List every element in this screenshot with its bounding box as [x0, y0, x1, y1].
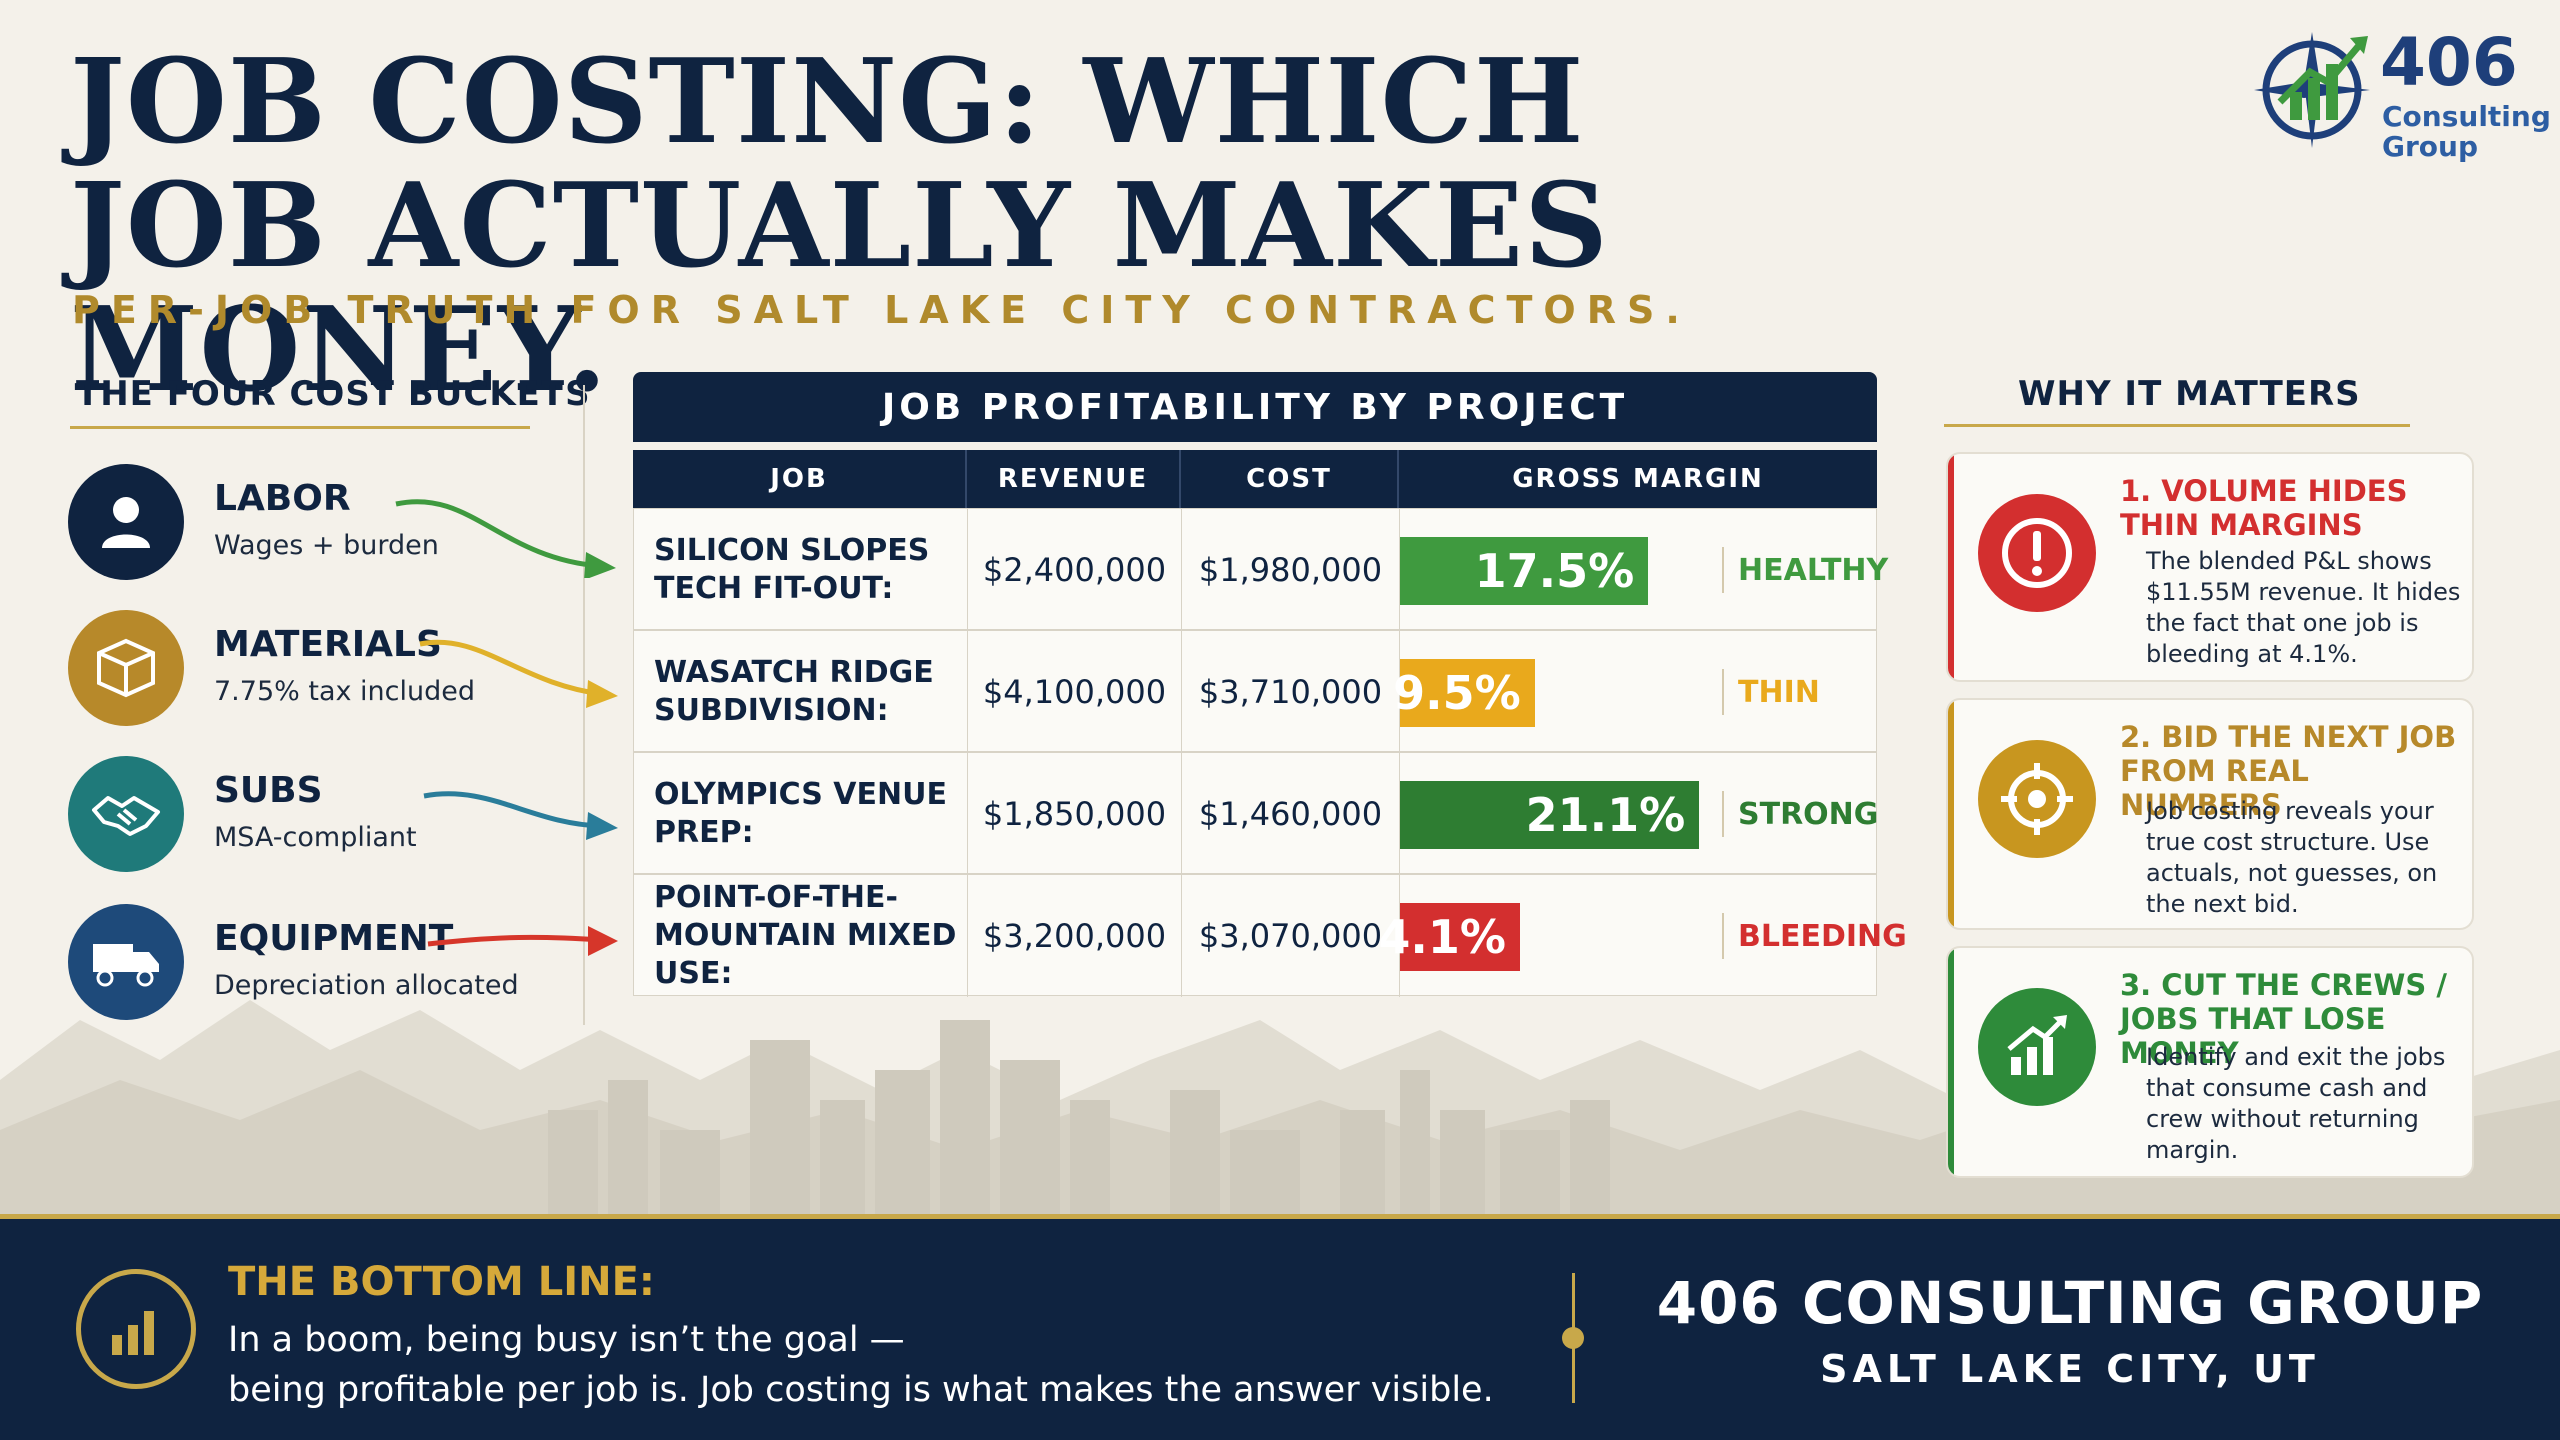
alert-icon — [1978, 494, 2096, 612]
status-label: BLEEDING — [1738, 918, 1907, 954]
bottom-line-text-2: being profitable per job is. Job costing… — [228, 1370, 1494, 1410]
bottom-line-text-1: In a boom, being busy isn’t the goal — — [228, 1320, 905, 1360]
arrow-labor-icon — [395, 499, 616, 578]
job-name: WASATCH RIDGE SUBDIVISION: — [634, 631, 968, 753]
margin-bar: 21.1% — [1400, 781, 1700, 849]
table-row: POINT-OF-THE-MOUNTAIN MIXED USE: $3,200,… — [633, 874, 1907, 997]
table-row: SILICON SLOPES TECH FIT-OUT: $2,400,000 … — [633, 508, 1889, 631]
target-icon — [1978, 740, 2096, 858]
why-body: Identify and exit the jobs that consume … — [2146, 1043, 2446, 1164]
revenue-value: $4,100,000 — [968, 631, 1182, 753]
why-body: Job costing reveals your true cost struc… — [2146, 797, 2438, 918]
revenue-value: $3,200,000 — [968, 875, 1182, 997]
job-name: POINT-OF-THE-MOUNTAIN MIXED USE: — [634, 875, 968, 997]
truck-icon — [68, 904, 184, 1020]
why-card-bid: 2. BID THE NEXT JOB FROM REAL NUMBERS Jo… — [1946, 698, 2474, 930]
person-icon — [68, 464, 184, 580]
margin-bar: 17.5% — [1400, 537, 1649, 605]
company-logo: 406 Consulting Group — [2250, 22, 2551, 162]
column-divider — [583, 385, 585, 1025]
footer-divider-dot — [1562, 1327, 1584, 1349]
bucket-subtitle: Depreciation allocated — [214, 970, 519, 1001]
cost-value: $1,460,000 — [1182, 753, 1400, 875]
why-rule — [1944, 424, 2410, 427]
column-header-revenue: REVENUE — [967, 450, 1181, 508]
bucket-title: LABOR — [214, 478, 351, 519]
bottom-line-text: In a boom, being busy isn’t the goal — b… — [228, 1315, 1528, 1415]
footer-location: SALT LAKE CITY, UT — [1820, 1347, 2320, 1391]
job-profitability-table: JOB PROFITABILITY BY PROJECT JOB REVENUE… — [633, 372, 1907, 1002]
why-card-cut: 3. CUT THE CREWS / JOBS THAT LOSE MONEY … — [1946, 946, 2474, 1178]
revenue-value: $2,400,000 — [968, 509, 1182, 631]
bucket-labor: LABOR Wages + burden — [68, 464, 568, 584]
table-row: WASATCH RIDGE SUBDIVISION: $4,100,000 $3… — [633, 630, 1877, 753]
column-header-gross-margin: GROSS MARGIN — [1512, 464, 1764, 494]
status-divider — [1722, 669, 1724, 715]
arrow-materials-icon — [419, 639, 618, 708]
cost-value: $3,710,000 — [1182, 631, 1400, 753]
revenue-value: $1,850,000 — [968, 753, 1182, 875]
bucket-title: MATERIALS — [214, 624, 442, 665]
handshake-icon — [68, 756, 184, 872]
table-row: OLYMPICS VENUE PREP: $1,850,000 $1,460,0… — [633, 752, 1879, 875]
bucket-subs: SUBS MSA-compliant — [68, 756, 568, 876]
status-divider — [1722, 791, 1724, 837]
margin-bar: 4.1% — [1378, 903, 1520, 971]
card-accent — [1948, 948, 1954, 1176]
bucket-materials: MATERIALS 7.75% tax included — [68, 610, 568, 730]
table-body: SILICON SLOPES TECH FIT-OUT: $2,400,000 … — [633, 508, 1907, 1372]
page-subtitle: PER-JOB TRUTH FOR SALT LAKE CITY CONTRAC… — [72, 288, 1691, 332]
table-header-row: JOB REVENUE COST GROSS MARGIN — [633, 450, 1877, 508]
cost-value: $3,070,000 — [1182, 875, 1400, 997]
logo-name: Consulting Group — [2382, 102, 2551, 162]
status-label: STRONG — [1738, 796, 1879, 832]
bucket-subtitle: MSA-compliant — [214, 822, 417, 853]
footer-brand: 406 CONSULTING GROUP — [1656, 1269, 2484, 1337]
box-icon — [68, 610, 184, 726]
why-title: 3. CUT THE CREWS / JOBS THAT LOSE MONEY — [2120, 968, 2447, 1070]
why-title: 2. BID THE NEXT JOB FROM REAL NUMBERS — [2120, 720, 2457, 822]
bucket-title: EQUIPMENT — [214, 918, 454, 959]
margin-bar: 9.5% — [1393, 659, 1535, 727]
bucket-title: SUBS — [214, 770, 323, 811]
card-accent — [1948, 700, 1954, 928]
job-name: OLYMPICS VENUE PREP: — [634, 753, 968, 875]
why-title: 1. VOLUME HIDES THIN MARGINS — [2120, 474, 2408, 542]
table-title: JOB PROFITABILITY BY PROJECT — [633, 372, 1877, 442]
compass-growth-logo-icon — [2254, 32, 2370, 148]
job-name: SILICON SLOPES TECH FIT-OUT: — [634, 509, 968, 631]
bucket-subtitle: Wages + burden — [214, 530, 439, 561]
arrow-equipment-icon — [427, 926, 618, 956]
logo-line-2: Group — [2382, 130, 2479, 163]
bottom-line-heading: THE BOTTOM LINE: — [228, 1259, 655, 1305]
logo-line-1: Consulting — [2382, 100, 2551, 133]
status-divider — [1722, 547, 1724, 593]
column-header-job: JOB — [633, 450, 967, 508]
bar-chart-icon — [76, 1269, 196, 1389]
bucket-equipment: EQUIPMENT Depreciation allocated — [68, 904, 568, 1024]
why-body: The blended P&L shows $11.55M revenue. I… — [2146, 547, 2461, 668]
why-card-volume: 1. VOLUME HIDES THIN MARGINS The blended… — [1946, 452, 2474, 682]
bucket-subtitle: 7.75% tax included — [214, 676, 476, 707]
logo-number: 406 — [2380, 24, 2518, 101]
why-heading: WHY IT MATTERS — [2018, 374, 2361, 414]
status-label: THIN — [1738, 674, 1820, 710]
cost-buckets-heading: THE FOUR COST BUCKETS — [76, 374, 591, 414]
growth-chart-icon — [1978, 988, 2096, 1106]
column-header-cost: COST — [1181, 450, 1399, 508]
mountain-skyline-background — [0, 1000, 2560, 1220]
status-label: HEALTHY — [1738, 552, 1889, 588]
cost-value: $1,980,000 — [1182, 509, 1400, 631]
cost-buckets-rule — [70, 426, 530, 429]
arrow-subs-icon — [423, 791, 618, 840]
card-accent — [1948, 454, 1954, 680]
page-title: JOB COSTING: WHICH JOB ACTUALLY MAKES MO… — [70, 34, 1609, 418]
bottom-line-footer: THE BOTTOM LINE: In a boom, being busy i… — [0, 1214, 2560, 1440]
status-divider — [1722, 913, 1724, 959]
